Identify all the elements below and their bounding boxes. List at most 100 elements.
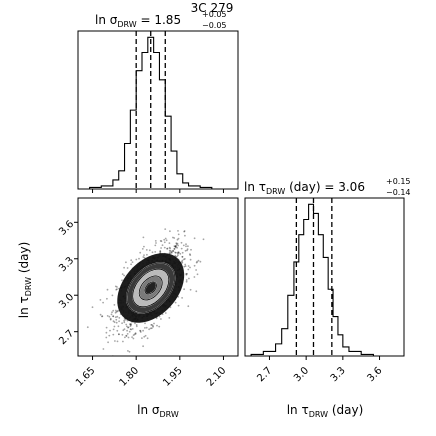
sample-point xyxy=(202,238,205,241)
sample-point xyxy=(121,279,123,282)
sample-point xyxy=(113,304,116,306)
sample-point xyxy=(114,285,117,288)
joint-density xyxy=(86,228,205,356)
sample-point xyxy=(130,328,133,331)
sample-point xyxy=(188,277,190,280)
sample-point xyxy=(123,328,126,330)
sample-point xyxy=(129,328,132,330)
sample-point xyxy=(135,324,138,326)
sample-point xyxy=(131,328,134,330)
sample-point xyxy=(181,255,184,258)
sample-point xyxy=(118,333,120,335)
x-tick-label: 3.0 xyxy=(292,365,311,384)
sample-point xyxy=(127,350,129,352)
tau-panel-title: ln τDRW (day) = 3.06 xyxy=(244,180,365,196)
sample-point xyxy=(174,246,177,249)
sample-point xyxy=(174,245,177,248)
sample-point xyxy=(146,253,148,256)
sample-point xyxy=(177,230,179,232)
joint-x-ticks: 1.65 1.80 1.95 2.10 xyxy=(74,356,228,389)
sample-point xyxy=(123,266,125,269)
sample-point xyxy=(168,246,171,249)
sample-point xyxy=(164,312,167,314)
sample-point xyxy=(187,265,190,267)
sample-point xyxy=(161,244,164,247)
sample-point xyxy=(138,257,140,260)
sample-point xyxy=(163,246,166,249)
sample-point xyxy=(130,324,132,327)
joint-plot-area xyxy=(86,228,205,356)
sample-point xyxy=(112,315,115,318)
sample-point xyxy=(150,324,153,326)
sample-point xyxy=(174,251,177,254)
sample-point xyxy=(114,311,117,314)
sample-point xyxy=(175,251,177,254)
sample-point xyxy=(133,333,136,336)
sample-point xyxy=(143,245,145,248)
sample-point xyxy=(135,258,138,261)
sample-point xyxy=(180,241,183,244)
sample-point xyxy=(131,336,134,338)
sample-point xyxy=(193,237,196,240)
sample-point xyxy=(101,315,104,317)
sample-point xyxy=(152,325,155,328)
sample-point xyxy=(148,249,151,252)
sample-point xyxy=(174,254,177,257)
sample-point xyxy=(105,336,108,339)
x-axis-title-right: ln τDRW (day) xyxy=(287,403,364,419)
sample-point xyxy=(106,315,109,317)
sample-point xyxy=(177,254,179,257)
sample-point xyxy=(130,323,133,326)
sample-point xyxy=(155,317,158,320)
sample-point xyxy=(121,273,124,275)
sample-point xyxy=(109,317,112,320)
sample-point xyxy=(135,325,138,328)
sample-point xyxy=(173,247,176,250)
sample-point xyxy=(115,309,117,312)
sample-point xyxy=(127,326,130,329)
sample-point xyxy=(139,331,142,333)
sample-point xyxy=(172,249,175,252)
contour-edge-3 xyxy=(144,281,157,295)
sample-point xyxy=(142,236,145,239)
sample-point xyxy=(177,252,179,255)
sample-point xyxy=(166,247,169,250)
x-tick-label: 1.80 xyxy=(118,365,142,389)
sample-point xyxy=(126,333,129,335)
sample-point xyxy=(116,340,119,343)
sample-point xyxy=(99,313,102,316)
sample-point xyxy=(177,251,180,254)
sample-point xyxy=(134,333,137,335)
sample-point xyxy=(170,251,173,254)
y-axis-title: ln τDRW (day) xyxy=(17,242,33,319)
sample-point xyxy=(168,252,171,255)
sample-point xyxy=(116,329,119,332)
sample-point xyxy=(128,330,131,333)
sample-point xyxy=(186,272,188,275)
contour-edge-0 xyxy=(126,262,176,314)
sample-point xyxy=(173,245,176,248)
sample-point xyxy=(111,355,114,356)
sample-point xyxy=(144,334,147,337)
tau-title-plus: +0.15 xyxy=(386,177,411,186)
sample-point xyxy=(199,260,202,263)
sample-point xyxy=(115,310,118,313)
sample-point xyxy=(123,319,125,322)
sample-point xyxy=(195,269,198,271)
sample-point xyxy=(155,242,157,244)
sample-point xyxy=(177,233,180,236)
sample-point xyxy=(125,323,128,326)
sample-point xyxy=(107,341,109,344)
sample-point xyxy=(126,329,128,332)
sample-point xyxy=(168,249,171,252)
sample-point xyxy=(169,250,172,253)
sample-point xyxy=(129,323,132,326)
sample-point xyxy=(141,337,143,339)
sample-point xyxy=(145,326,148,329)
sample-point xyxy=(144,327,146,329)
sample-point xyxy=(123,274,125,277)
sample-point xyxy=(111,311,113,314)
sample-point xyxy=(129,325,132,327)
sample-point xyxy=(195,290,198,293)
